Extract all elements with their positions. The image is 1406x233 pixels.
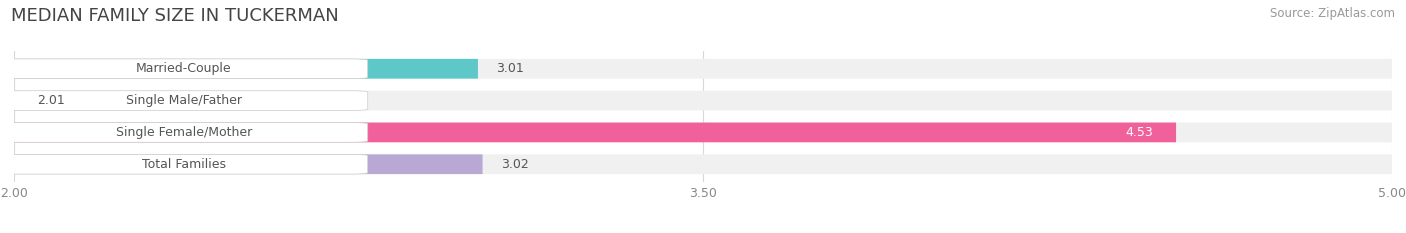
FancyBboxPatch shape xyxy=(14,123,1392,142)
Text: 3.02: 3.02 xyxy=(501,158,529,171)
Text: MEDIAN FAMILY SIZE IN TUCKERMAN: MEDIAN FAMILY SIZE IN TUCKERMAN xyxy=(11,7,339,25)
FancyBboxPatch shape xyxy=(14,91,18,110)
FancyBboxPatch shape xyxy=(0,59,368,79)
FancyBboxPatch shape xyxy=(0,91,368,110)
Text: Single Male/Father: Single Male/Father xyxy=(127,94,242,107)
FancyBboxPatch shape xyxy=(14,59,478,79)
FancyBboxPatch shape xyxy=(14,59,1392,79)
Text: 3.01: 3.01 xyxy=(496,62,524,75)
Text: Single Female/Mother: Single Female/Mother xyxy=(115,126,252,139)
Text: Source: ZipAtlas.com: Source: ZipAtlas.com xyxy=(1270,7,1395,20)
Text: Total Families: Total Families xyxy=(142,158,226,171)
FancyBboxPatch shape xyxy=(14,91,1392,110)
FancyBboxPatch shape xyxy=(14,154,1392,174)
FancyBboxPatch shape xyxy=(14,123,1175,142)
FancyBboxPatch shape xyxy=(0,123,368,142)
Text: Married-Couple: Married-Couple xyxy=(136,62,232,75)
Text: 2.01: 2.01 xyxy=(37,94,65,107)
Text: 4.53: 4.53 xyxy=(1125,126,1153,139)
FancyBboxPatch shape xyxy=(14,154,482,174)
FancyBboxPatch shape xyxy=(0,154,368,174)
